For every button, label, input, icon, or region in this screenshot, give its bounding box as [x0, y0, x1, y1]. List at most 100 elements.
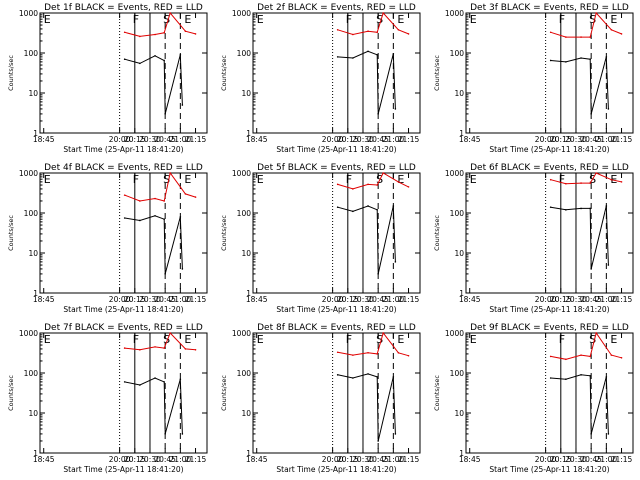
x-tick-label: 20:45 — [580, 135, 602, 144]
x-tick-label: 21:15 — [398, 135, 420, 144]
chart-title: Det 1f BLACK = Events, RED = LLD — [44, 3, 203, 13]
x-tick-label: 20:45 — [580, 295, 602, 304]
y-tick-label: 10 — [241, 249, 251, 258]
plot-frame — [252, 12, 421, 134]
x-tick-label: 20:30 — [565, 135, 587, 144]
data-point-lld — [620, 356, 623, 359]
y-tick-label: 10 — [454, 409, 464, 418]
data-point-lld — [376, 353, 378, 355]
plot-frame — [465, 172, 634, 294]
x-tick-label: 21:00 — [383, 455, 405, 464]
y-tick-label: 1000 — [445, 9, 464, 18]
data-point-lld — [367, 351, 369, 354]
data-point-lld — [407, 33, 410, 35]
data-point-events — [367, 205, 369, 207]
y-tick-label: 10 — [241, 409, 251, 418]
data-point-lld — [169, 332, 172, 334]
phase-marker-E: E — [184, 173, 191, 186]
data-point-lld — [397, 351, 400, 354]
y-tick-label: 1 — [33, 289, 38, 298]
data-point-events — [565, 61, 567, 63]
y-tick-label: 100 — [237, 49, 252, 58]
data-point-lld — [367, 30, 369, 33]
data-point-events — [377, 113, 379, 115]
data-point-events — [154, 215, 156, 217]
data-point-lld — [163, 200, 165, 202]
y-tick-label: 100 — [24, 49, 39, 58]
x-tick-label: 20:15 — [550, 295, 572, 304]
x-tick-label: 21:15 — [185, 455, 207, 464]
data-point-lld — [154, 197, 156, 200]
data-point-events — [181, 104, 184, 106]
data-point-events — [163, 59, 165, 62]
data-point-lld — [123, 31, 126, 34]
data-point-lld — [352, 188, 354, 190]
data-point-events — [605, 205, 608, 207]
data-point-events — [123, 217, 126, 219]
y-axis-label: Counts/sec — [220, 55, 228, 91]
x-tick-label: 21:00 — [170, 455, 192, 464]
x-axis-label: Start Time (25-Apr-11 18:41:20) — [276, 465, 396, 474]
data-point-events — [139, 384, 141, 386]
x-tick-label: 20:30 — [565, 295, 587, 304]
data-point-lld — [169, 12, 172, 14]
x-tick-label: 21:00 — [596, 295, 618, 304]
x-tick-label: 21:15 — [185, 295, 207, 304]
y-tick-label: 1000 — [445, 329, 464, 338]
data-point-lld — [184, 30, 187, 33]
data-point-lld — [589, 182, 591, 184]
data-point-lld — [367, 183, 369, 186]
y-tick-label: 100 — [237, 369, 252, 378]
data-point-lld — [620, 33, 623, 35]
data-point-lld — [382, 332, 385, 334]
phase-marker-F: F — [346, 13, 352, 26]
x-axis-label: Start Time (25-Apr-11 18:41:20) — [489, 145, 609, 154]
plot-frame — [252, 172, 421, 294]
data-point-events — [394, 433, 397, 435]
phase-marker-F: F — [346, 173, 352, 186]
data-point-events — [139, 62, 141, 65]
y-axis-label: Counts/sec — [220, 215, 228, 251]
chart-title: Det 9f BLACK = Events, RED = LLD — [470, 323, 629, 333]
x-tick-label: 18:45 — [459, 135, 481, 144]
phase-marker-E: E — [257, 13, 264, 26]
chart-title: Det 5f BLACK = Events, RED = LLD — [257, 163, 416, 173]
x-tick-label: 18:45 — [33, 455, 55, 464]
y-tick-label: 100 — [450, 209, 465, 218]
data-point-lld — [194, 196, 197, 198]
x-axis-label: Start Time (25-Apr-11 18:41:20) — [489, 305, 609, 314]
data-point-events — [376, 209, 378, 211]
phase-marker-S: S — [163, 333, 170, 346]
panel-det-3: Det 3f BLACK = Events, RED = LLD 1 10 100 10… — [433, 3, 634, 154]
phase-marker-F: F — [559, 333, 565, 346]
data-point-events — [394, 108, 397, 110]
data-point-events — [580, 57, 582, 59]
data-point-lld — [407, 186, 410, 188]
data-point-lld — [154, 33, 156, 36]
x-tick-label: 20:00 — [109, 455, 131, 464]
data-point-events — [352, 57, 354, 59]
x-tick-label: 21:00 — [170, 295, 192, 304]
y-tick-label: 1000 — [445, 169, 464, 178]
data-point-lld — [397, 29, 400, 31]
panel-det-1: Det 1f BLACK = Events, RED = LLD 1 10 100 10… — [7, 3, 208, 154]
y-tick-label: 10 — [241, 89, 251, 98]
x-tick-label: 18:45 — [246, 135, 268, 144]
data-point-events — [589, 375, 591, 377]
data-point-lld — [352, 354, 354, 356]
x-tick-label: 20:15 — [337, 295, 359, 304]
x-tick-label: 21:15 — [611, 295, 633, 304]
x-tick-label: 21:15 — [398, 295, 420, 304]
x-tick-label: 20:30 — [352, 135, 374, 144]
series-line-events — [550, 205, 609, 270]
data-point-events — [163, 381, 165, 383]
plot-frame — [465, 12, 634, 134]
data-point-events — [179, 54, 182, 56]
y-axis-label: Counts/sec — [7, 375, 15, 411]
chart-title: Det 8f BLACK = Events, RED = LLD — [257, 323, 416, 333]
x-tick-label: 21:15 — [611, 135, 633, 144]
data-point-events — [336, 56, 339, 58]
phase-marker-F: F — [133, 173, 139, 186]
y-tick-label: 1000 — [232, 169, 251, 178]
